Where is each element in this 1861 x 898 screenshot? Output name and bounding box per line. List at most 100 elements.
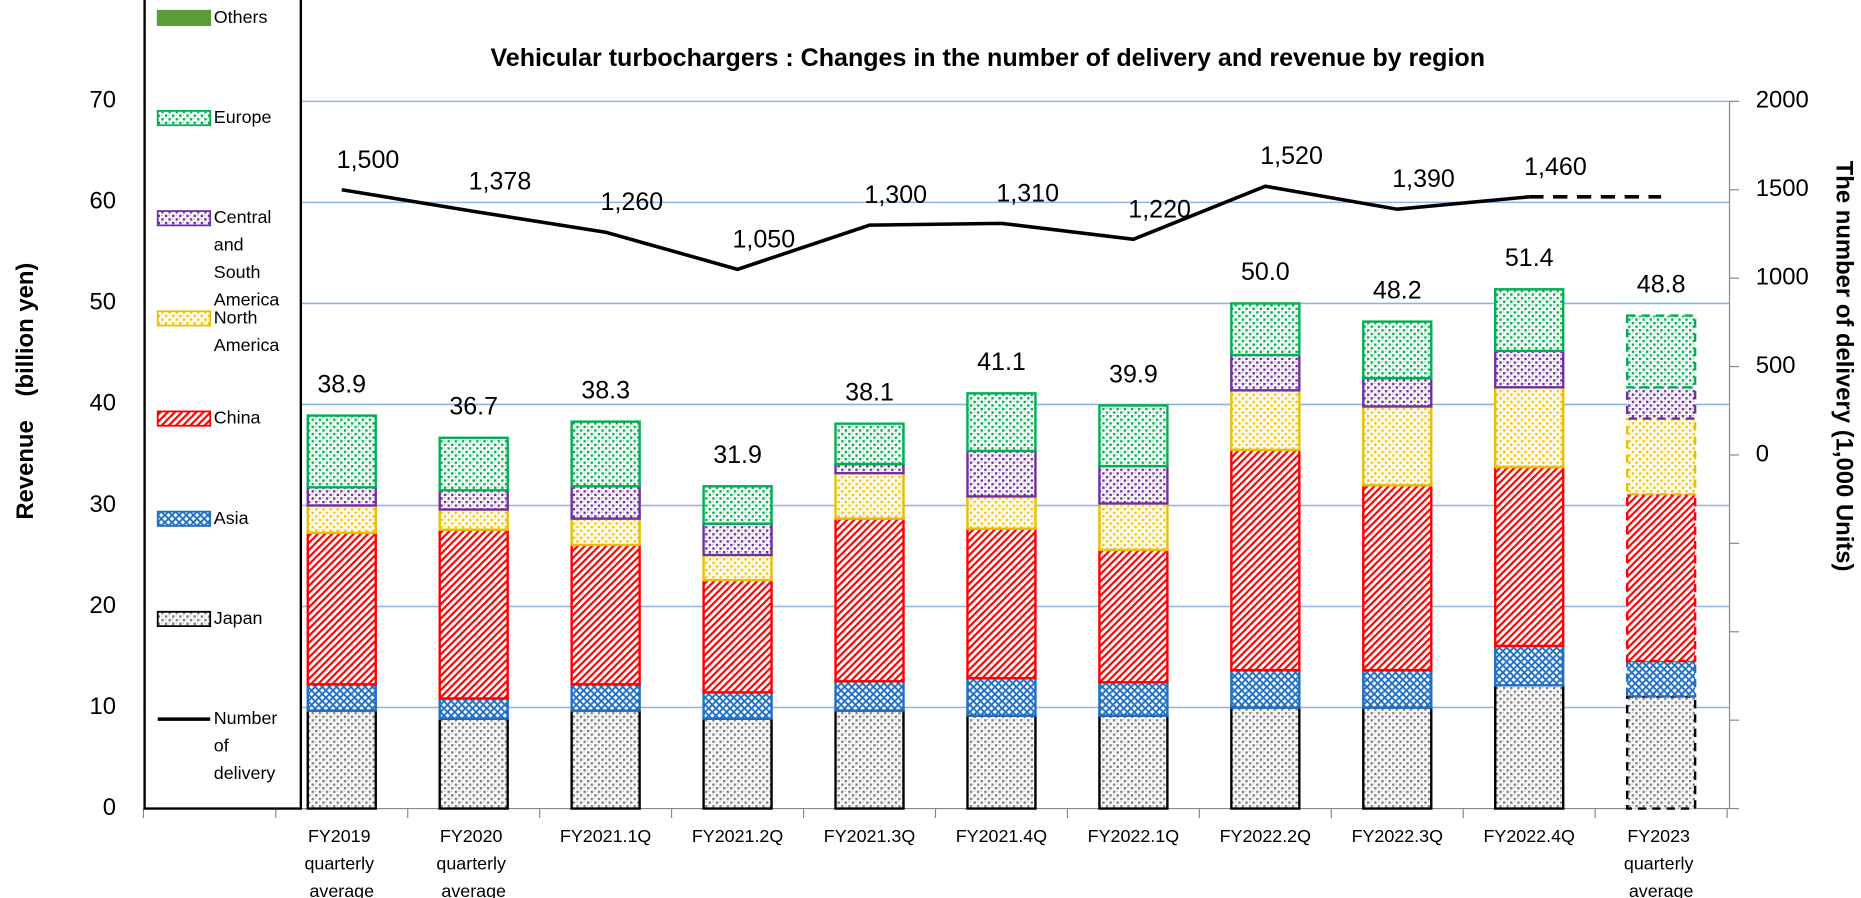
bar-segment [570,485,641,520]
legend-swatch [156,210,212,227]
bar-segment [1494,465,1565,648]
x-tick-label: FY2021.3Q [824,826,916,846]
bar-segment [1494,349,1565,389]
bar-segment [1362,320,1433,380]
y-tick-label: 0 [103,794,116,821]
line-label: 1,378 [469,167,532,195]
y-tick-label: 70 [89,87,116,114]
bar-segment [1230,302,1301,357]
line-label: 1,460 [1524,153,1587,181]
x-tick-label: FY2021.2Q [692,826,784,846]
legend-swatch [156,9,212,26]
x-tick-label: FY2019 quarterly average [304,826,379,898]
y2-axis-label: The number of delivery (1,000 Units) [1831,161,1858,572]
legend-label: Japan [214,608,263,628]
bar-segment [1494,386,1565,469]
legend-swatch [156,410,212,427]
x-tick-label: FY2022.2Q [1220,826,1312,846]
bar-segment [1625,386,1697,420]
y2-tick-label: 2000 [1756,87,1809,114]
y-tick-label: 10 [89,693,116,720]
y2-tick-label: 500 [1756,352,1796,379]
bar-segment [438,489,509,511]
legend-swatch [156,510,212,527]
bar-segment [1625,659,1697,698]
total-label: 51.4 [1505,244,1554,272]
x-tick-label: FY2020 quarterly average [436,826,511,898]
bar-segment [1098,681,1169,717]
bar-segment [834,680,905,712]
bar-segment [1494,684,1565,810]
legend-swatch [156,610,212,627]
legend-label: Number of delivery [214,708,283,783]
legend-label: Others [214,7,268,27]
bar-segment [1230,353,1301,392]
total-label: 39.9 [1109,360,1158,388]
line-label: 1,520 [1260,142,1323,170]
bar-segment [570,709,641,810]
bar-segment [1230,389,1301,452]
x-tick-label: FY2022.4Q [1484,826,1576,846]
legend-swatch [156,110,212,127]
total-label: 31.9 [713,441,762,469]
total-label: 38.3 [581,376,630,404]
bar-segment [966,527,1037,680]
bar-segment [1098,714,1169,810]
bar-segment [438,528,509,700]
bar-segment [306,531,377,686]
total-label: 41.1 [977,348,1026,376]
bar-segment [834,471,905,520]
total-label: 50.0 [1241,258,1290,286]
bar-segment [570,683,641,712]
y-tick-label: 20 [89,592,116,619]
bar-segment [702,691,773,720]
x-tick-label: FY2021.1Q [560,826,652,846]
bar-segment [1362,484,1433,672]
line-label: 1,220 [1128,195,1191,223]
x-tick-label: FY2023 quarterly average [1624,826,1699,898]
bar-segment [1098,464,1169,505]
bar-segment [834,709,905,810]
delivery-line [341,184,1530,272]
bar-segment [438,436,509,492]
bar-segment [1362,376,1433,408]
y-tick-label: 50 [89,289,116,316]
bar-segment [966,495,1037,530]
total-label: 48.2 [1373,276,1422,304]
legend-swatch [156,310,212,327]
x-tick-label: FY2022.1Q [1088,826,1180,846]
y2-tick-label: 1000 [1756,263,1809,290]
legend-box [143,0,303,810]
legend-label: Europe [214,107,272,127]
y-tick-label: 40 [89,390,116,417]
bar-segment [1625,493,1697,663]
bar-segment [438,697,509,720]
bar-segment [1494,644,1565,687]
bar-segment [1230,668,1301,709]
y-axis-label: Revenue (billion yen) [12,263,39,520]
bar-segment [438,717,509,810]
x-tick-label: FY2021.4Q [956,826,1048,846]
legend-label: Asia [214,507,249,527]
line-label: 1,050 [732,225,795,253]
bar-segment [1625,417,1697,496]
total-label: 38.9 [317,370,366,398]
bar-segment [570,420,641,488]
line-label: 1,260 [601,188,664,216]
x-tick-label: FY2022.3Q [1352,826,1444,846]
bar-segment [570,543,641,686]
bar-segment [306,683,377,712]
legend-label: North America [214,307,280,354]
total-label: 36.7 [449,393,498,421]
chart-title: Vehicular turbochargers : Changes in the… [490,44,1485,72]
bar-segment [1362,706,1433,810]
line-label: 1,390 [1392,165,1455,193]
legend-label: China [214,407,261,427]
bar-segment [306,709,377,810]
legend-label: Central and South America [214,207,280,309]
bar-segment [1230,706,1301,810]
bar-segment [834,517,905,683]
total-label: 38.1 [845,378,894,406]
line-label: 1,500 [337,146,400,174]
